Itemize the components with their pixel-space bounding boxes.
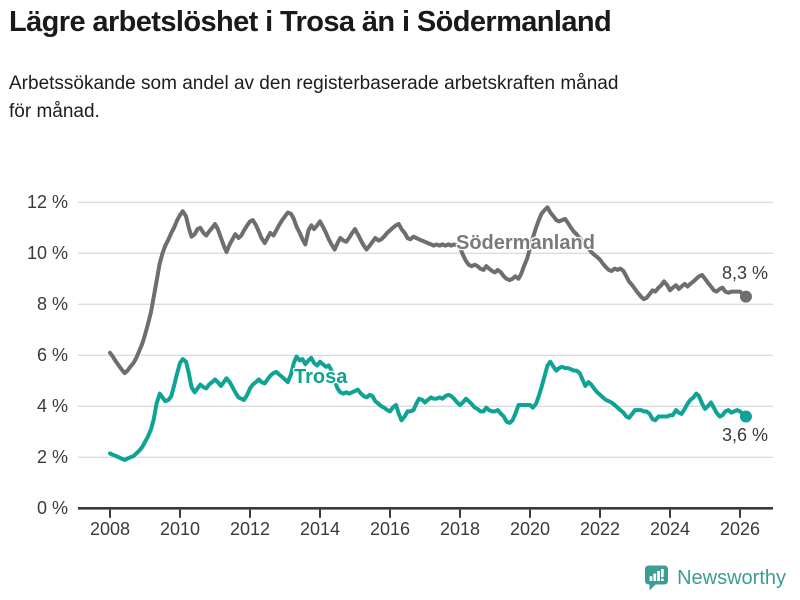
series-label-trosa: Trosa [294,366,348,388]
end-value-label-trosa: 3,6 % [722,425,769,445]
y-tick-label-2: 2 % [36,447,68,468]
subtitle-line-1: Arbetssökande som andel av den registerb… [9,73,619,94]
chart-subtitle: Arbetssökande som andel av den registerb… [9,70,618,126]
page-title: Lägre arbetslöshet i Trosa än i Söderman… [9,6,612,38]
newsworthy-logo: Newsworthy [643,564,786,592]
x-tick-label-2016: 2016 [369,519,411,539]
x-tick-label-2022: 2022 [579,519,621,539]
x-tick-label-2020: 2020 [509,519,551,539]
logo-bubble-shape [645,565,669,591]
y-tick-label-10: 10 % [26,243,68,264]
x-tick-label-2026: 2026 [719,519,761,539]
series-line-södermanland [108,205,748,376]
x-tick-label-2024: 2024 [649,519,691,539]
end-value-label-sodermanland: 8,3 % [722,263,769,283]
logo-exclamation-dot [661,578,664,581]
x-tick-label-2014: 2014 [299,519,341,539]
subtitle-line-2: för månad. [9,101,100,122]
series-line-trosa [108,354,748,462]
x-tick-label-2012: 2012 [229,519,271,539]
x-tick-label-2018: 2018 [439,519,481,539]
y-tick-label-12: 12 % [26,192,68,213]
series-label-sodermanland: Södermanland [456,232,595,254]
y-tick-label-4: 4 % [36,396,68,417]
newsworthy-logo-icon [645,565,669,591]
end-dot-trosa [739,410,752,423]
logo-bar-2 [653,573,657,581]
end-dot-södermanland [739,290,752,303]
logo-exclamation-bar [661,569,664,578]
y-tick-label-0: 0 % [36,498,68,519]
y-tick-label-8: 8 % [36,294,68,315]
y-tick-label-6: 6 % [36,345,68,366]
logo-bar-1 [649,576,653,581]
x-tick-label-2010: 2010 [159,519,201,539]
logo-bar-3 [657,571,660,581]
newsworthy-logo-text: Newsworthy [677,566,786,589]
x-tick-label-2008: 2008 [89,519,131,539]
